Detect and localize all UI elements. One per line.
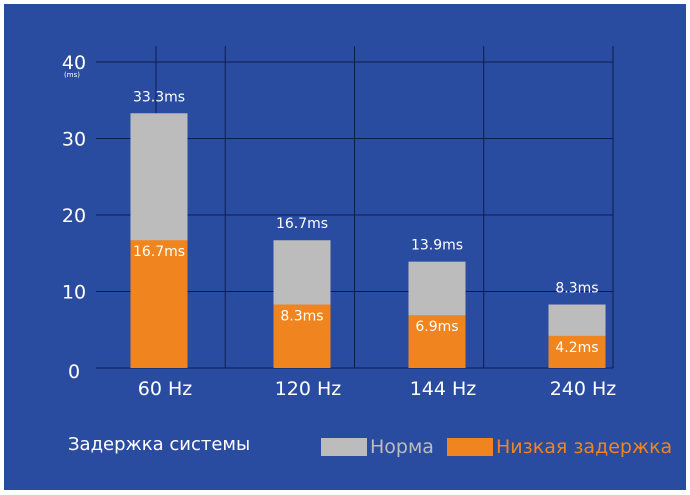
legend-label-norm: Норма: [370, 436, 434, 458]
y-tick-label: 40: [62, 52, 86, 74]
bar-low-latency: [130, 240, 188, 368]
data-label-norm: 33.3ms: [133, 89, 185, 105]
data-label-norm: 16.7ms: [276, 216, 328, 232]
bar-low-latency: [273, 304, 331, 368]
y-axis-ticks: 0 10 20 30 40: [62, 52, 86, 383]
data-label-norm: 13.9ms: [411, 238, 463, 254]
x-tick-label: 60 Hz: [138, 378, 193, 400]
y-axis-unit: (ms): [64, 71, 80, 79]
x-tick-label: 120 Hz: [275, 378, 342, 400]
data-label-low-latency: 6.9ms: [415, 319, 458, 335]
x-tick-label: 144 Hz: [410, 378, 477, 400]
y-tick-label: 20: [62, 205, 86, 227]
legend-item-low-latency: Низкая задержка: [447, 436, 673, 458]
data-label-low-latency: 8.3ms: [280, 309, 323, 325]
bar-low-latency: [548, 335, 606, 368]
chart-svg: 0 10 20 30 40 (ms) 33.3ms 16.7ms 16.7ms 8.3ms 13…: [62, 46, 617, 400]
x-axis-ticks: 60 Hz 120 Hz 144 Hz 240 Hz: [138, 378, 617, 400]
y-tick-label: 10: [62, 282, 86, 304]
y-tick-label: 0: [68, 361, 80, 383]
bars: 33.3ms 16.7ms 16.7ms 8.3ms 13.9ms 6.9ms 8.3ms 4…: [130, 89, 606, 368]
legend-label-low-latency: Низкая задержка: [496, 436, 673, 458]
data-label-low-latency: 4.2ms: [555, 340, 598, 356]
legend-item-norm: Норма: [321, 436, 434, 458]
data-label-low-latency: 16.7ms: [133, 244, 185, 260]
x-tick-label: 240 Hz: [550, 378, 617, 400]
data-label-norm: 8.3ms: [555, 281, 598, 297]
legend-swatch-norm: [321, 438, 367, 456]
chart-panel: 0 10 20 30 40 (ms) 33.3ms 16.7ms 16.7ms 8.3ms 13…: [4, 4, 686, 490]
chart-subtitle: Задержка системы: [68, 434, 251, 455]
legend-swatch-low-latency: [447, 438, 493, 456]
y-tick-label: 30: [62, 129, 86, 151]
bar-low-latency: [408, 315, 466, 368]
